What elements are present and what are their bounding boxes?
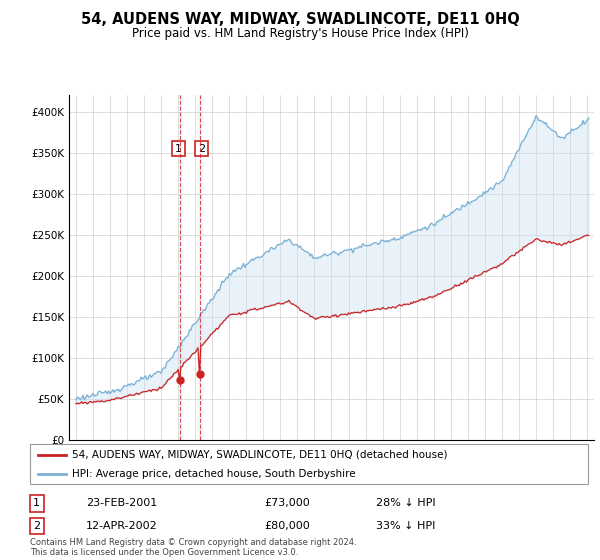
Text: 2: 2 (198, 143, 205, 153)
Text: £73,000: £73,000 (265, 498, 310, 508)
Text: 33% ↓ HPI: 33% ↓ HPI (376, 521, 436, 531)
Text: 1: 1 (175, 143, 182, 153)
Text: 1: 1 (33, 498, 40, 508)
Text: HPI: Average price, detached house, South Derbyshire: HPI: Average price, detached house, Sout… (72, 469, 355, 479)
Text: 2: 2 (33, 521, 40, 531)
Text: 54, AUDENS WAY, MIDWAY, SWADLINCOTE, DE11 0HQ (detached house): 54, AUDENS WAY, MIDWAY, SWADLINCOTE, DE1… (72, 450, 448, 460)
Text: 23-FEB-2001: 23-FEB-2001 (86, 498, 157, 508)
Text: 54, AUDENS WAY, MIDWAY, SWADLINCOTE, DE11 0HQ: 54, AUDENS WAY, MIDWAY, SWADLINCOTE, DE1… (80, 12, 520, 27)
Text: Price paid vs. HM Land Registry's House Price Index (HPI): Price paid vs. HM Land Registry's House … (131, 27, 469, 40)
Bar (198, 95, 202, 440)
Text: Contains HM Land Registry data © Crown copyright and database right 2024.
This d: Contains HM Land Registry data © Crown c… (30, 538, 356, 557)
FancyBboxPatch shape (30, 444, 588, 484)
Text: £80,000: £80,000 (265, 521, 310, 531)
Text: 12-APR-2002: 12-APR-2002 (86, 521, 158, 531)
Bar (178, 95, 182, 440)
Text: 28% ↓ HPI: 28% ↓ HPI (376, 498, 436, 508)
